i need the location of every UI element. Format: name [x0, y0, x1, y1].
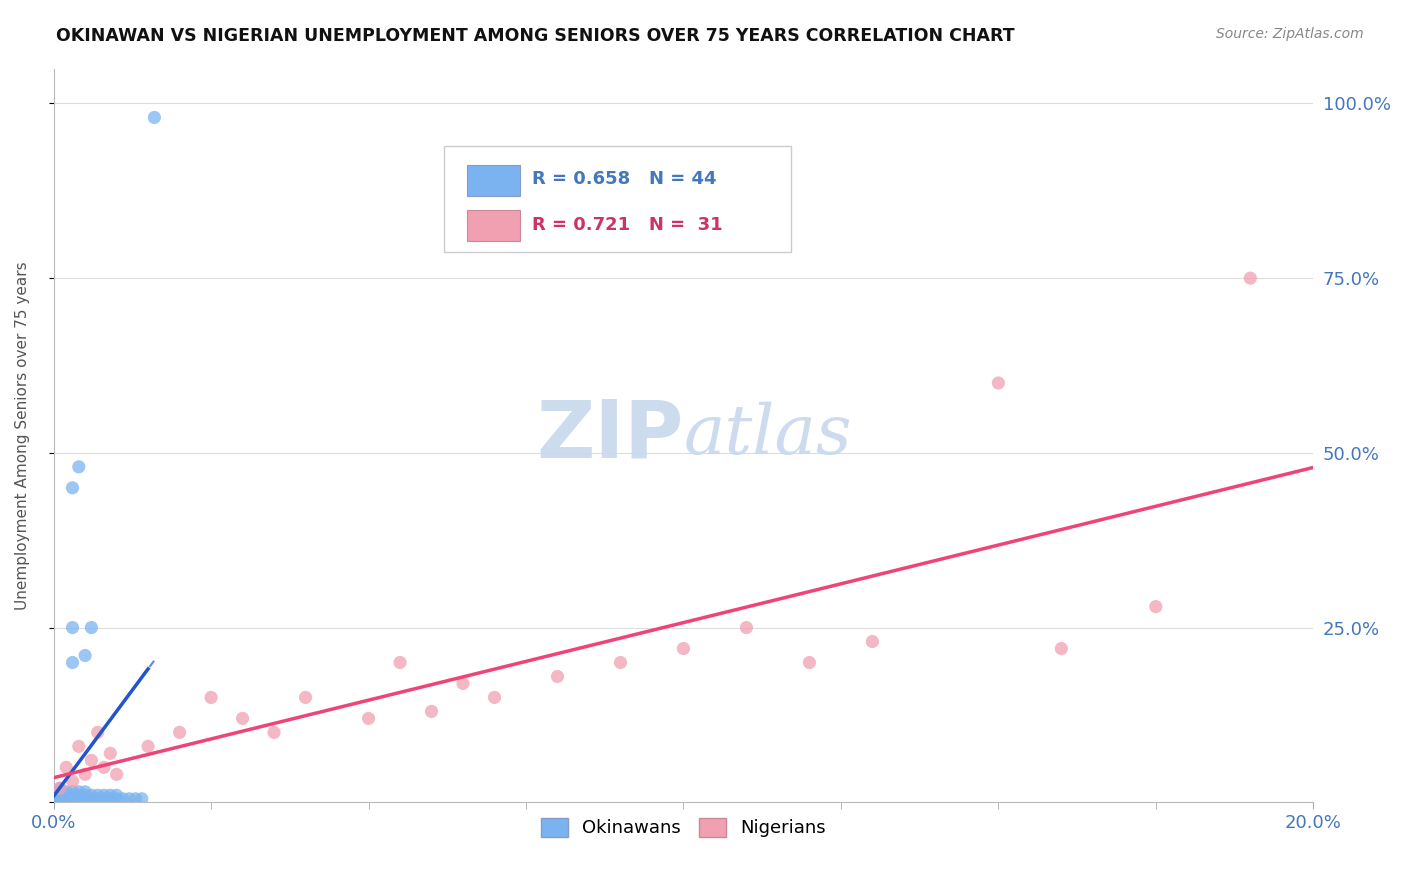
- Point: [67, 791, 90, 805]
- Point: [118, 791, 141, 805]
- Point: [799, 656, 821, 670]
- Point: [143, 111, 166, 125]
- Point: [49, 791, 72, 805]
- Point: [86, 791, 108, 805]
- Point: [105, 791, 128, 805]
- Point: [62, 481, 84, 495]
- Point: [55, 785, 77, 799]
- Point: [1050, 641, 1073, 656]
- Text: atlas: atlas: [683, 402, 852, 469]
- Point: [75, 791, 97, 805]
- Point: [75, 648, 97, 663]
- Point: [49, 781, 72, 796]
- Point: [131, 791, 153, 805]
- Point: [263, 725, 285, 739]
- FancyBboxPatch shape: [444, 145, 790, 252]
- Point: [62, 789, 84, 803]
- Point: [546, 669, 568, 683]
- Point: [55, 760, 77, 774]
- Point: [80, 621, 103, 635]
- Point: [93, 789, 115, 803]
- Point: [86, 789, 108, 803]
- Point: [62, 774, 84, 789]
- Point: [62, 621, 84, 635]
- Point: [49, 789, 72, 804]
- Point: [86, 725, 108, 739]
- Legend: Okinawans, Nigerians: Okinawans, Nigerians: [533, 811, 834, 845]
- Point: [75, 789, 97, 803]
- Point: [987, 376, 1010, 390]
- Point: [52, 791, 75, 805]
- Point: [67, 785, 90, 799]
- Point: [93, 791, 115, 805]
- Point: [294, 690, 316, 705]
- Point: [48, 791, 70, 805]
- Point: [98, 791, 121, 805]
- Point: [80, 791, 103, 805]
- Point: [484, 690, 506, 705]
- Point: [1144, 599, 1167, 614]
- Point: [200, 690, 222, 705]
- Point: [136, 739, 159, 754]
- Point: [67, 739, 90, 754]
- Point: [105, 767, 128, 781]
- FancyBboxPatch shape: [467, 165, 520, 195]
- Point: [62, 785, 84, 799]
- Point: [420, 705, 443, 719]
- Point: [62, 656, 84, 670]
- FancyBboxPatch shape: [467, 211, 520, 241]
- Point: [672, 641, 695, 656]
- Point: [75, 785, 97, 799]
- Point: [55, 789, 77, 803]
- Point: [98, 747, 121, 761]
- Point: [389, 656, 412, 670]
- Point: [609, 656, 631, 670]
- Point: [169, 725, 191, 739]
- Text: ZIP: ZIP: [536, 396, 683, 475]
- Point: [67, 459, 90, 474]
- Text: OKINAWAN VS NIGERIAN UNEMPLOYMENT AMONG SENIORS OVER 75 YEARS CORRELATION CHART: OKINAWAN VS NIGERIAN UNEMPLOYMENT AMONG …: [56, 27, 1015, 45]
- Point: [451, 676, 474, 690]
- Point: [735, 621, 758, 635]
- Point: [48, 791, 70, 805]
- Point: [52, 789, 75, 803]
- Point: [55, 791, 77, 805]
- Point: [67, 789, 90, 803]
- Point: [232, 711, 254, 725]
- Text: R = 0.721   N =  31: R = 0.721 N = 31: [533, 216, 723, 234]
- Point: [80, 753, 103, 767]
- Point: [58, 791, 80, 805]
- Text: R = 0.658   N = 44: R = 0.658 N = 44: [533, 170, 717, 188]
- Point: [93, 760, 115, 774]
- Y-axis label: Unemployment Among Seniors over 75 years: Unemployment Among Seniors over 75 years: [15, 261, 30, 610]
- Point: [357, 711, 380, 725]
- Point: [49, 781, 72, 796]
- Point: [860, 634, 883, 648]
- Point: [80, 789, 103, 803]
- Point: [1239, 271, 1261, 285]
- Point: [105, 789, 128, 803]
- Point: [55, 789, 77, 804]
- Point: [98, 789, 121, 803]
- Point: [111, 791, 134, 805]
- Point: [49, 789, 72, 803]
- Point: [124, 791, 146, 805]
- Point: [62, 791, 84, 805]
- Point: [75, 767, 97, 781]
- Point: [49, 785, 72, 799]
- Text: Source: ZipAtlas.com: Source: ZipAtlas.com: [1216, 27, 1364, 41]
